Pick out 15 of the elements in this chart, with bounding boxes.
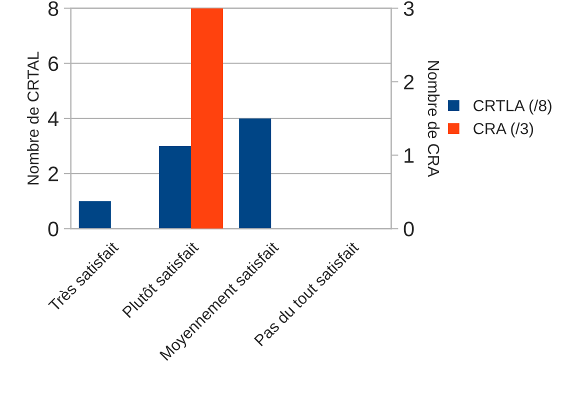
bar — [78, 201, 111, 229]
y-axis-title: Nombre de CRTAL — [27, 52, 39, 184]
y-tick-label: 8 — [48, 1, 58, 16]
legend-label: CRTLA (/8) — [474, 100, 552, 114]
y2-tick-label: 0 — [404, 222, 414, 236]
y2-tick-label: 1 — [404, 148, 414, 163]
y2-tick-label: 2 — [404, 74, 414, 90]
legend-label: CRA (/3) — [474, 122, 534, 138]
y2-axis-title: Nombre de CRA — [428, 61, 440, 178]
y-tick-label: 6 — [48, 56, 58, 72]
y-tick-label: 2 — [48, 166, 58, 182]
y2-tick-label: 3 — [404, 1, 414, 16]
bar — [239, 118, 272, 229]
y-tick-label: 0 — [48, 222, 58, 236]
y-tick-label: 4 — [48, 112, 58, 126]
